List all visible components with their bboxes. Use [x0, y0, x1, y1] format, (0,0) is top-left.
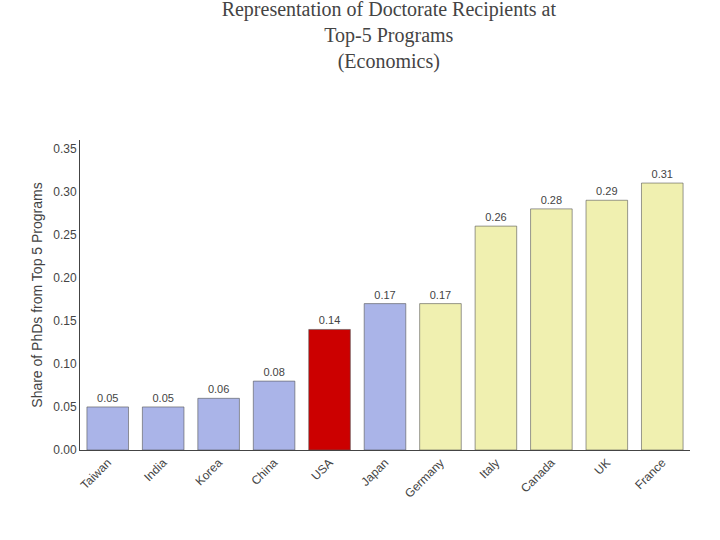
svg-text:0.05: 0.05 [97, 392, 118, 404]
svg-text:USA: USA [309, 456, 336, 483]
svg-text:0.28: 0.28 [541, 194, 562, 206]
svg-text:0.05: 0.05 [53, 400, 77, 414]
svg-text:0.29: 0.29 [596, 185, 617, 197]
svg-text:0.35: 0.35 [53, 142, 77, 156]
svg-text:Share of PhDs from Top 5 Progr: Share of PhDs from Top 5 Programs [29, 182, 45, 407]
svg-text:China: China [248, 456, 280, 488]
svg-text:Germany: Germany [402, 456, 447, 501]
svg-text:0.08: 0.08 [263, 366, 284, 378]
svg-text:0.17: 0.17 [430, 289, 451, 301]
svg-text:0.20: 0.20 [53, 271, 77, 285]
svg-text:0.30: 0.30 [53, 185, 77, 199]
svg-text:Japan: Japan [358, 456, 391, 489]
svg-text:0.25: 0.25 [53, 228, 77, 242]
svg-text:India: India [141, 456, 170, 485]
svg-text:Taiwan: Taiwan [78, 456, 114, 492]
svg-text:0.26: 0.26 [485, 211, 506, 223]
svg-text:Korea: Korea [192, 456, 225, 489]
svg-text:Canada: Canada [518, 456, 558, 496]
svg-text:0.10: 0.10 [53, 357, 77, 371]
svg-text:UK: UK [591, 456, 613, 478]
svg-text:0.00: 0.00 [53, 443, 77, 457]
svg-text:0.05: 0.05 [152, 392, 173, 404]
svg-text:Representation of Doctorate Re: Representation of Doctorate Recipients a… [222, 0, 557, 73]
svg-text:France: France [632, 456, 669, 493]
svg-text:0.17: 0.17 [374, 289, 395, 301]
svg-text:0.31: 0.31 [652, 168, 673, 180]
svg-text:0.14: 0.14 [319, 314, 340, 326]
svg-text:0.06: 0.06 [208, 383, 229, 395]
svg-text:Italy: Italy [477, 456, 502, 481]
svg-text:0.15: 0.15 [53, 314, 77, 328]
